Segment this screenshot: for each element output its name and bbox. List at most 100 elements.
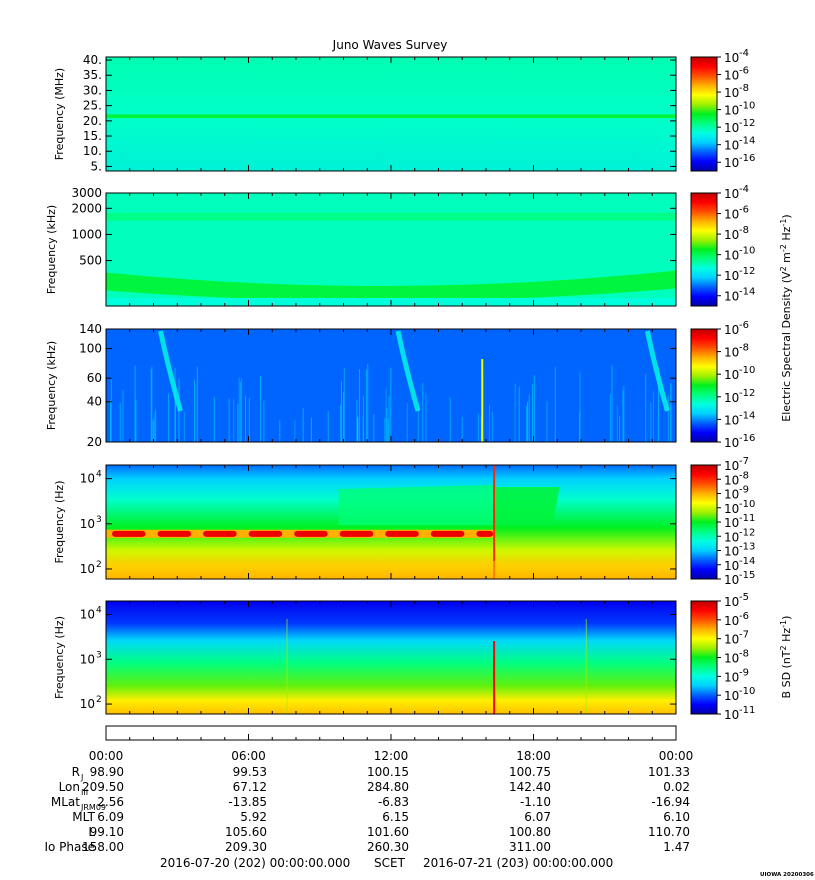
colorbar-tick-label: 10: [724, 228, 739, 242]
colorbar-tick-exponent: -11: [739, 513, 755, 524]
y-tick-exponent: 2: [96, 695, 102, 705]
colorbar-tick-label: 10: [724, 208, 739, 222]
noise-streak: [526, 405, 528, 442]
spectrum-background: [106, 601, 676, 714]
colorbar-tick-label: 10: [724, 633, 739, 647]
ephemeris-value: 101.60: [367, 825, 409, 839]
noise-streak: [616, 406, 618, 442]
noise-streak: [135, 399, 137, 442]
tone-segment: [476, 530, 494, 537]
noise-streak: [388, 395, 390, 442]
colorbar-tick-exponent: -14: [739, 556, 755, 567]
y-tick-label: 25.: [83, 99, 102, 113]
x-tick-label: 00:00: [89, 749, 124, 763]
chart-title: Juno Waves Survey: [332, 38, 448, 52]
noise-streak: [425, 392, 427, 442]
ephemeris-value: 100.75: [509, 765, 551, 779]
ephemeris-value: 1.47: [663, 840, 690, 854]
noise-streak: [168, 393, 170, 442]
ephemeris-value: 110.70: [648, 825, 690, 839]
noise-streak: [518, 386, 520, 442]
noise-streak: [533, 375, 535, 442]
ephemeris-label: R: [72, 765, 80, 779]
noise-streak: [488, 405, 490, 442]
electric-colorbar-label: Electric Spectral Density (V2 m-2 Hz-1): [779, 214, 793, 421]
spectrum-shading: [106, 57, 676, 171]
ephemeris-label-subscript: JRM09: [80, 803, 106, 812]
colorbar-tick-label: 10: [724, 121, 739, 135]
noise-streak: [546, 400, 548, 442]
noise-streak: [387, 418, 389, 442]
y-tick-label: 10: [80, 517, 95, 531]
y-tick-label: 1000: [71, 227, 102, 241]
tone-segment: [203, 530, 237, 537]
noise-streak: [152, 420, 154, 442]
interference-line: [286, 619, 288, 714]
interference-line: [493, 465, 496, 579]
colorbar-tick-exponent: -12: [739, 118, 755, 129]
x-tick-label: 00:00: [659, 749, 694, 763]
noise-streak: [260, 376, 262, 442]
noise-streak: [406, 403, 408, 442]
noise-streak: [327, 410, 329, 442]
noise-streak: [237, 404, 239, 442]
x-tick-label: 18:00: [516, 749, 551, 763]
colorbar-tick-label: 10: [724, 290, 739, 304]
ephemeris-value: 209.30: [225, 840, 267, 854]
ephemeris-value: -16.94: [651, 795, 690, 809]
noise-streak: [650, 402, 652, 442]
spectrogram-panels: 40.35.30. 25.20.15.10.5. Frequency (MHz) 10…: [45, 48, 793, 722]
colorbar-tick-label: 10: [724, 473, 739, 487]
noise-streak: [356, 417, 358, 442]
y-tick-label: 10: [80, 472, 95, 486]
y-tick-label: 10: [80, 697, 95, 711]
y-tick-exponent: 3: [96, 515, 102, 525]
noise-streak: [579, 411, 581, 442]
y-tick-label: 140: [79, 322, 102, 336]
ephemeris-value: 209.50: [82, 780, 124, 794]
tone-segment: [112, 530, 146, 537]
y-tick-label: 500: [79, 254, 102, 268]
colorbar-scale: [690, 328, 718, 443]
time-axis-strip: 00:00 06:00 12:00 18:00 00:00: [89, 725, 694, 763]
colorbar-tick-label: 10: [724, 69, 739, 83]
noise-streak: [390, 367, 392, 442]
ephemeris-value: -13.85: [228, 795, 267, 809]
colorbar-tick-label: 10: [724, 139, 739, 153]
noise-streak: [196, 366, 198, 442]
y-axis-label: Frequency (Hz): [53, 616, 66, 699]
spectrogram-image: [106, 329, 676, 442]
noise-streak: [385, 388, 387, 442]
x-tick-label: 06:00: [231, 749, 266, 763]
colorbar-tick-exponent: -8: [739, 225, 749, 236]
colorbar-tick-exponent: -6: [739, 66, 749, 77]
colorbar-tick-exponent: -10: [739, 686, 755, 697]
noise-streak: [367, 363, 369, 442]
noise-streak: [183, 412, 185, 442]
low-frequency-emission: [106, 270, 676, 301]
y-tick-label: 10: [80, 607, 95, 621]
noise-streak: [422, 382, 424, 442]
noise-streak: [174, 368, 176, 442]
colorbar-tick-exponent: -15: [739, 570, 755, 581]
tone-segment: [430, 530, 465, 537]
noise-streak: [239, 381, 241, 442]
noise-streak: [532, 383, 534, 442]
hiss-patch: [338, 485, 494, 525]
colorbar-scale: [690, 600, 718, 715]
noise-streak: [342, 392, 344, 442]
colorbar-tick-exponent: -7: [739, 630, 749, 641]
colorbar-tick-exponent: -4: [739, 184, 749, 195]
colorbar-tick-exponent: -10: [739, 365, 755, 376]
noise-streak: [194, 379, 196, 442]
colorbar-tick-label: 10: [724, 516, 739, 530]
colorbar-tick-label: 10: [724, 368, 739, 382]
footer-end: 2016-07-21 (203) 00:00:00.000: [423, 856, 613, 870]
